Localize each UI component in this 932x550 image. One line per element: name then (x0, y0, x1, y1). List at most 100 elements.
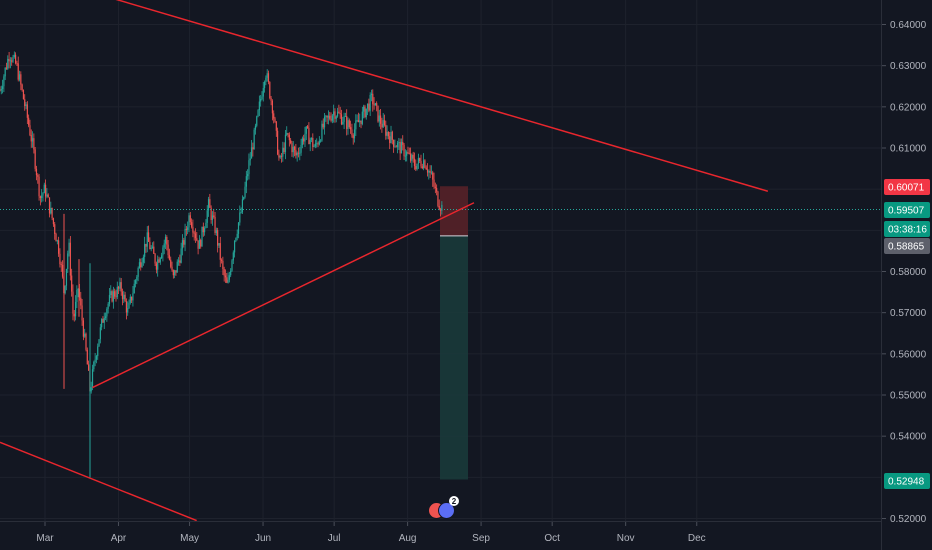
price-tag (884, 202, 930, 218)
time-tick-label: Sep (472, 533, 490, 544)
price-tag (884, 221, 930, 237)
price-tick-label: 0.58000 (890, 267, 927, 278)
candle-body (326, 115, 328, 118)
time-tick-label: Oct (544, 533, 560, 544)
time-tick-label: Jul (328, 533, 341, 544)
candle-body (411, 154, 413, 161)
candle-body (390, 131, 392, 144)
candle-body (350, 127, 352, 130)
candle-body (310, 137, 313, 140)
price-tag (884, 238, 930, 254)
time-tick-label: May (180, 533, 199, 544)
candle-body (104, 316, 107, 319)
candle-body (1, 86, 4, 89)
time-tick-label: Nov (617, 533, 635, 544)
candle-body (168, 255, 171, 260)
time-tick-label: Dec (688, 533, 706, 544)
candle-body (196, 238, 198, 241)
candle-body (107, 303, 109, 309)
candle-body (409, 153, 412, 161)
candle-body (344, 116, 346, 117)
candle-body (129, 296, 131, 303)
candle-body (202, 226, 204, 233)
take-profit-zone[interactable] (440, 235, 468, 480)
candle-body (147, 232, 150, 242)
candle-body (334, 111, 336, 119)
candle-body (7, 58, 9, 69)
candle-body (181, 240, 184, 249)
candle-body (198, 239, 201, 249)
candle-body (167, 244, 169, 256)
trendline-upper-resistance[interactable] (0, 0, 769, 192)
candle-body (269, 82, 271, 99)
candle-body (141, 262, 143, 268)
candle-body (361, 111, 363, 124)
candle-body (154, 253, 156, 264)
candle-body (30, 135, 32, 142)
candle-body (372, 93, 374, 105)
candle-body (106, 308, 108, 317)
candle-body (316, 143, 318, 145)
candle-body (424, 160, 426, 168)
trendline-rising-support[interactable] (92, 202, 475, 389)
candle-body (179, 260, 181, 263)
candle-body (162, 247, 164, 256)
candle-body (250, 147, 253, 159)
dividend-event-icon[interactable] (438, 502, 455, 519)
candle-body (330, 118, 332, 121)
candle-body (236, 233, 238, 238)
candle-body (436, 187, 438, 192)
candle-body (114, 291, 116, 297)
candle-body (370, 93, 373, 95)
candle-body (69, 242, 71, 276)
candlesticks (0, 51, 881, 478)
candle-body (192, 226, 194, 233)
candle-body (137, 268, 139, 277)
candle-body (314, 143, 317, 147)
candle-body (270, 98, 272, 101)
candle-body (348, 120, 350, 128)
candle-body (68, 242, 70, 254)
candle-body (235, 237, 237, 241)
candle-body (98, 339, 100, 347)
trendlines[interactable] (0, 0, 769, 522)
candle-body (363, 106, 365, 112)
candle-body (266, 73, 268, 78)
trendline-lower-channel[interactable] (0, 441, 197, 522)
time-tick-label: Jun (255, 533, 271, 544)
candle-body (381, 123, 383, 128)
candle-body (80, 297, 82, 306)
candle-body (200, 239, 202, 247)
candle-body (29, 125, 31, 136)
price-tick-label: 0.61000 (890, 144, 927, 155)
candle-body (194, 233, 197, 239)
candle-body (15, 54, 17, 64)
candle-body (387, 131, 390, 137)
candle-body (227, 279, 229, 283)
position-tool[interactable] (440, 186, 468, 480)
candle-body (373, 104, 375, 106)
price-tag-label: 0.52948 (888, 477, 925, 488)
candle-body (265, 77, 267, 82)
candle-body (336, 111, 339, 117)
price-tag-label: 0.60071 (888, 183, 925, 194)
candle-body (335, 116, 337, 119)
candle-body (356, 120, 358, 121)
candle-body (115, 296, 117, 298)
candle-body (3, 76, 5, 87)
stop-loss-zone[interactable] (440, 186, 468, 236)
candle-body (223, 268, 225, 276)
candle-body (185, 228, 187, 230)
time-axis[interactable]: Mar Apr May Jun Jul Aug Sep Oct Nov Dec (36, 522, 706, 544)
candle-body (327, 115, 330, 118)
candle-body (304, 133, 306, 142)
price-tick-label: 0.52000 (890, 514, 927, 525)
price-tag (884, 473, 930, 489)
candle-body (140, 262, 142, 268)
price-tick-label: 0.64000 (890, 20, 927, 31)
candle-body (357, 120, 360, 123)
candle-body (396, 142, 399, 148)
candle-body (232, 252, 234, 261)
price-axis[interactable]: 0.52000 0.54000 0.55000 0.56000 0.57000 0.580… (882, 20, 927, 525)
